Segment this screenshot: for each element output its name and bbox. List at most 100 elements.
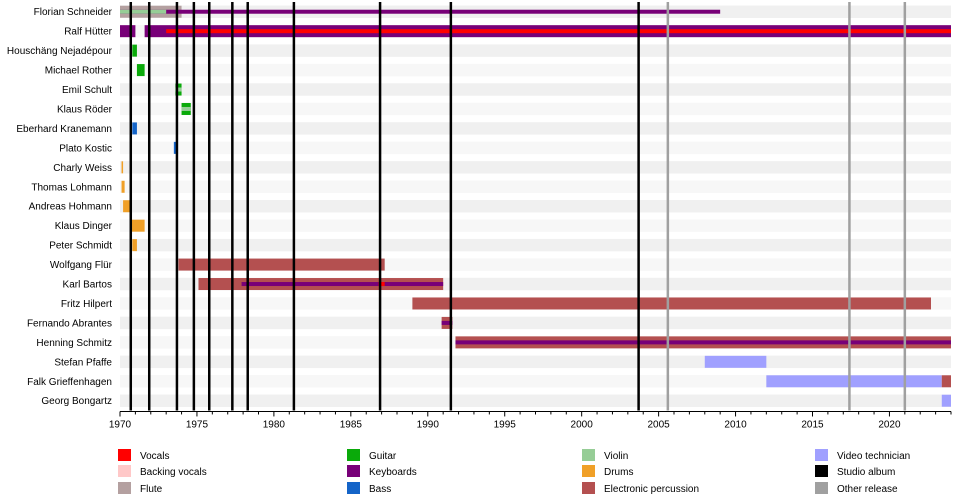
member-label-houschang-nejadepour: Houschäng Nejadépour [7, 46, 113, 57]
bar-eberhard-kranemann-bass [132, 122, 137, 135]
legend-item-video-technician: Video technician [815, 449, 910, 462]
row-background [120, 219, 951, 232]
bar-falk-grieffenhagen-video-technician [766, 375, 942, 388]
legend-item-backing-vocals: Backing vocals [118, 465, 207, 478]
bar-ralf-hutter-keyboards [120, 25, 136, 38]
member-label-charly-weiss: Charly Weiss [53, 163, 112, 174]
legend-label: Backing vocals [140, 467, 207, 478]
legend-swatch [582, 465, 595, 477]
member-label-falk-grieffenhagen: Falk Grieffenhagen [27, 377, 112, 388]
legend-item-drums: Drums [582, 465, 633, 478]
bar-fritz-hilpert-electronic-percussion [412, 297, 931, 310]
member-label-klaus-roder: Klaus Röder [57, 104, 113, 115]
member-label-thomas-lohmann: Thomas Lohmann [31, 182, 112, 193]
legend: Vocals Backing vocals Flute Guitar Keyboards… [118, 449, 910, 495]
x-tick-label: 1985 [340, 419, 363, 430]
row-background [120, 180, 951, 193]
x-tick-label: 2015 [801, 419, 824, 430]
legend-label: Studio album [837, 467, 895, 478]
bar-peter-schmidt-drums [132, 239, 137, 252]
member-label-emil-schult: Emil Schult [62, 85, 112, 96]
bar-klaus-dinger-drums [130, 219, 145, 232]
bar-ralf-hutter-vocals [166, 29, 951, 34]
x-tick-label: 1995 [494, 419, 517, 430]
legend-label: Other release [837, 484, 898, 495]
row-background [120, 122, 951, 135]
member-label-wolfgang-flur: Wolfgang Flür [50, 260, 113, 271]
legend-item-vocals: Vocals [118, 449, 169, 462]
row-background [120, 355, 951, 369]
legend-item-other-release: Other release [815, 482, 898, 495]
legend-item-studio-album: Studio album [815, 465, 895, 478]
row-background [120, 63, 951, 77]
legend-label: Vocals [140, 451, 169, 462]
legend-label: Flute [140, 484, 163, 495]
legend-label: Bass [369, 484, 391, 495]
x-tick-label: 1970 [109, 419, 132, 430]
member-label-plato-kostic: Plato Kostic [59, 143, 112, 154]
x-tick-label: 1980 [263, 419, 286, 430]
bar-andreas-hohmann-drums [123, 200, 131, 213]
x-tick-label: 2020 [878, 419, 901, 430]
x-tick-label: 1975 [186, 419, 209, 430]
x-tick-label: 2005 [647, 419, 670, 430]
legend-swatch [118, 482, 131, 494]
bar-michael-rother-guitar [136, 64, 145, 77]
legend-item-flute: Flute [118, 482, 163, 495]
bar-karl-bartos-keyboards [241, 282, 444, 287]
bar-karl-bartos-vocals [378, 282, 385, 287]
legend-swatch [582, 482, 595, 494]
row-background [120, 394, 951, 407]
bar-klaus-roder-violin [181, 106, 191, 111]
member-label-michael-rother: Michael Rother [45, 66, 113, 77]
member-label-henning-schmitz: Henning Schmitz [36, 338, 112, 349]
legend-swatch [347, 449, 360, 461]
legend-swatch [347, 482, 360, 494]
bar-emil-schult-violin [175, 87, 182, 92]
x-axis: 1970 1975 1980 1985 1990 1995 2000 2005 2010 2015… [109, 410, 952, 430]
row-background [120, 238, 951, 252]
row-background [120, 102, 951, 116]
row-background [120, 200, 951, 213]
legend-swatch [815, 482, 828, 494]
member-label-andreas-hohmann: Andreas Hohmann [29, 202, 112, 213]
legend-label: Electronic percussion [604, 484, 699, 495]
row-background [120, 44, 951, 57]
row-background [120, 316, 951, 330]
member-label-fritz-hilpert: Fritz Hilpert [61, 299, 112, 310]
row-background [120, 375, 951, 388]
member-label-ralf-hutter: Ralf Hütter [64, 27, 112, 38]
bar-fernando-abrantes-keyboards [441, 320, 453, 325]
member-label-fernando-abrantes: Fernando Abrantes [27, 318, 112, 329]
member-label-georg-bongartz: Georg Bongartz [41, 396, 112, 407]
legend-label: Guitar [369, 451, 397, 462]
bar-plato-kostic-bass [173, 141, 177, 154]
x-tick-label: 2010 [724, 419, 747, 430]
membership-bars [120, 5, 952, 407]
row-background [120, 141, 951, 155]
bar-charly-weiss-drums [121, 161, 124, 174]
member-label-stefan-pfaffe: Stefan Pfaffe [54, 357, 112, 368]
legend-item-violin: Violin [582, 449, 628, 462]
bar-florian-schneider-keyboards [120, 9, 721, 14]
legend-item-bass: Bass [347, 482, 391, 495]
bar-stefan-pfaffe-video-technician [704, 355, 767, 368]
bar-wolfgang-flur-electronic-percussion [178, 258, 385, 271]
legend-swatch [347, 465, 360, 477]
legend-label: Violin [604, 451, 628, 462]
legend-item-electronic-percussion: Electronic percussion [582, 482, 699, 495]
bar-thomas-lohmann-drums [121, 180, 125, 193]
bar-houschang-nejadepour-guitar [132, 44, 137, 57]
legend-label: Keyboards [369, 467, 417, 478]
row-background [120, 161, 951, 174]
legend-label: Video technician [837, 451, 910, 462]
member-label-karl-bartos: Karl Bartos [63, 280, 112, 291]
x-tick-label: 1990 [417, 419, 440, 430]
bar-henning-schmitz-keyboards [455, 340, 951, 345]
legend-swatch [118, 449, 131, 461]
legend-swatch [582, 449, 595, 461]
member-labels: Florian Schneider Ralf Hütter Houschäng Ne… [7, 7, 113, 407]
legend-swatch [815, 465, 828, 477]
member-label-peter-schmidt: Peter Schmidt [49, 241, 112, 252]
